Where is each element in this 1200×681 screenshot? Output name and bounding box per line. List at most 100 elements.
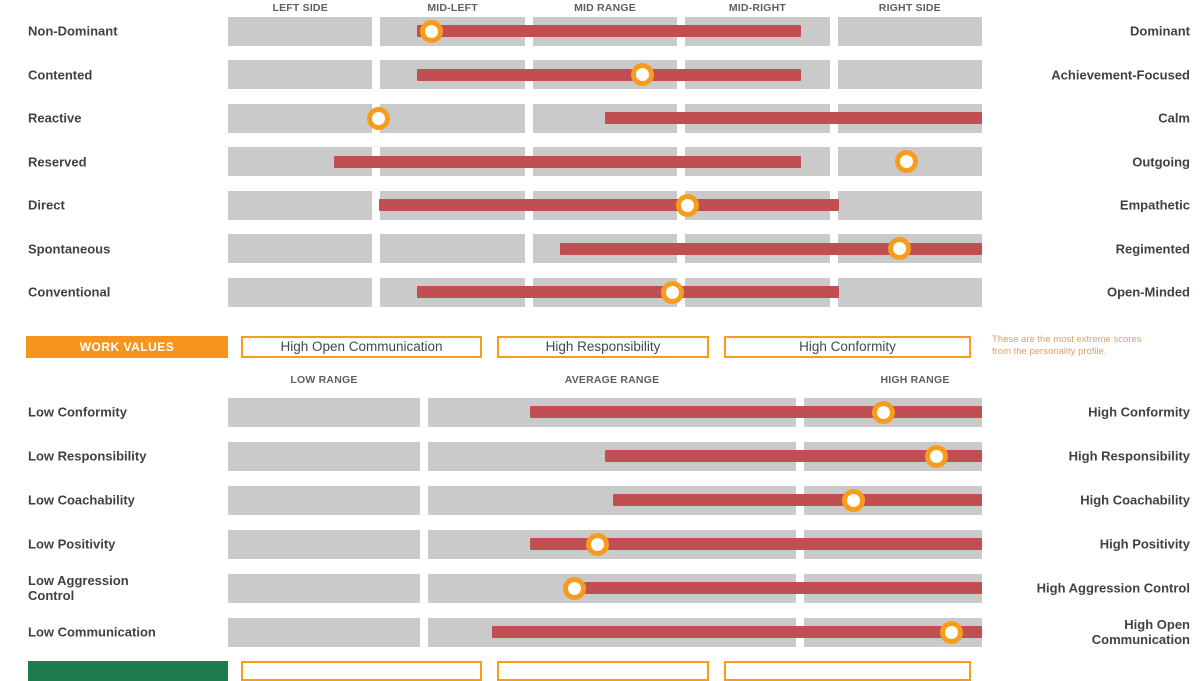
work-values-section-header: WORK VALUES [26,336,228,358]
scale-track [228,16,983,46]
left-trait-label: Spontaneous [28,241,111,256]
score-range-bar [378,199,839,211]
right-trait-label: High Aggression Control [1036,580,1190,596]
left-trait-label: Contented [28,67,93,82]
range-band-segment [228,103,373,133]
work-value-row: Low Communication High Open Communication [0,617,1200,647]
score-range-bar [491,626,982,638]
left-trait-label: Reserved [28,154,87,169]
column-header: MID-RIGHT [728,2,787,14]
left-trait-label: Low Communication [28,624,156,640]
scale-track [228,529,982,559]
column-header: LEFT SIDE [272,2,328,14]
right-trait-label: High Coachability [1080,492,1190,508]
next-section-badge-box [241,661,482,681]
right-trait-label: High Conformity [1088,404,1190,420]
work-value-row: Low Coachability High Coachability [0,485,1200,515]
score-marker [887,237,911,260]
work-value-row: Low Aggression Control High Aggression Co… [0,573,1200,603]
scale-track [228,397,982,427]
range-band-segment [228,573,420,603]
right-trait-label: High Open Communication [1091,617,1190,647]
range-band-segment [228,485,420,515]
range-band-segment [228,441,420,471]
column-header: MID RANGE [574,2,636,14]
score-range-bar [612,494,982,506]
column-header: MID-LEFT [427,2,478,14]
score-marker [676,193,700,217]
range-band-segment [837,190,983,220]
score-marker [631,63,655,86]
right-trait-label: High Responsibility [1068,448,1190,464]
right-trait-label: Open-Minded [1106,284,1190,300]
column-header: RIGHT SIDE [878,2,941,14]
score-range-bar [416,25,802,37]
right-trait-label: Outgoing [1132,154,1190,169]
score-range-bar [574,582,982,594]
scale-track [228,573,982,603]
left-trait-label: Low Conformity [28,404,127,420]
scale-track [228,617,982,647]
column-header: HIGH RANGE [880,374,950,386]
range-band-segment [228,617,420,647]
range-band-segment [228,234,373,263]
score-range-bar [333,155,802,168]
scale-track [228,277,983,307]
range-band-segment [228,397,420,427]
column-header: LOW RANGE [290,374,358,386]
scale-track [228,234,983,263]
left-trait-label: Low Coachability [28,492,135,508]
right-trait-label: Calm [1158,110,1190,126]
range-band-segment [228,60,373,89]
range-band-segment [837,60,983,89]
score-marker [563,576,587,600]
range-band-segment [380,234,525,263]
score-range-bar [605,450,982,462]
next-section-badge-box [724,661,971,681]
score-range-bar [529,538,982,550]
scale-track [228,485,982,515]
work-value-row: Low Responsibility High Responsibility [0,441,1200,471]
personality-trait-row: Reactive Calm [0,103,1200,133]
scale-track [228,190,983,220]
work-value-badge: High Responsibility [497,336,709,358]
note-line: These are the most extreme scores [992,334,1142,345]
right-trait-label: Regimented [1115,241,1190,256]
left-trait-label: Non-Dominant [28,23,118,39]
work-value-row: Low Positivity High Positivity [0,529,1200,559]
range-band-segment [228,190,373,220]
scale-track [228,103,983,133]
range-band-segment [228,277,373,307]
right-trait-label: Dominant [1130,23,1190,39]
score-marker [940,620,964,644]
score-marker [367,106,391,130]
next-section-badge-box [497,661,709,681]
scale-track [228,60,983,89]
score-marker [925,444,949,468]
left-trait-label: Low Aggression Control [28,573,129,603]
range-band-segment [837,277,983,307]
range-band-segment [228,16,373,46]
personality-trait-row: Direct Empathetic [0,190,1200,220]
score-marker [842,488,866,512]
personality-trait-row: Reserved Outgoing [0,147,1200,176]
personality-column-headers: LEFT SIDE MID-LEFT MID RANGE MID-RIGHT R… [228,2,982,14]
left-trait-label: Reactive [28,110,82,126]
range-band-segment [837,16,983,46]
extreme-scores-note: These are the most extreme scores from t… [992,334,1141,357]
right-trait-label: High Positivity [1099,536,1190,552]
range-band-segment [380,103,525,133]
left-trait-label: Conventional [28,284,111,300]
column-header: AVERAGE RANGE [564,374,660,386]
scale-track [228,441,982,471]
note-line: from the personality profile. [992,345,1107,357]
score-marker [872,400,896,424]
next-section-header-bar [28,661,228,681]
work-value-badge: High Conformity [724,336,971,358]
scale-track [228,147,983,176]
personality-trait-row: Contented Achievement-Focused [0,60,1200,89]
score-range-bar [529,406,982,418]
score-marker [585,532,609,556]
left-trait-label: Low Responsibility [28,448,147,464]
